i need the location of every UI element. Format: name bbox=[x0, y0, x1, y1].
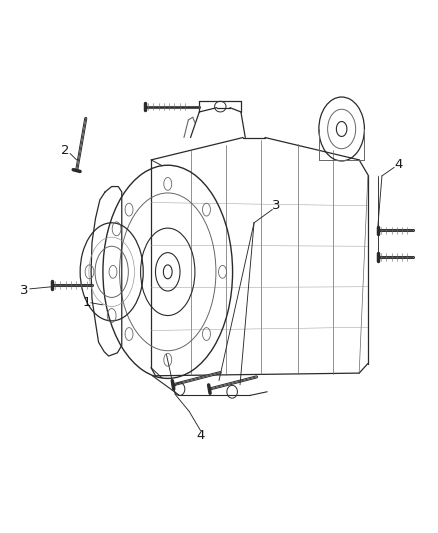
Text: 4: 4 bbox=[394, 158, 403, 171]
Text: 2: 2 bbox=[60, 144, 69, 157]
Text: 3: 3 bbox=[272, 199, 280, 212]
Text: 1: 1 bbox=[82, 296, 91, 309]
Text: 3: 3 bbox=[20, 284, 28, 297]
Text: 4: 4 bbox=[196, 430, 205, 442]
